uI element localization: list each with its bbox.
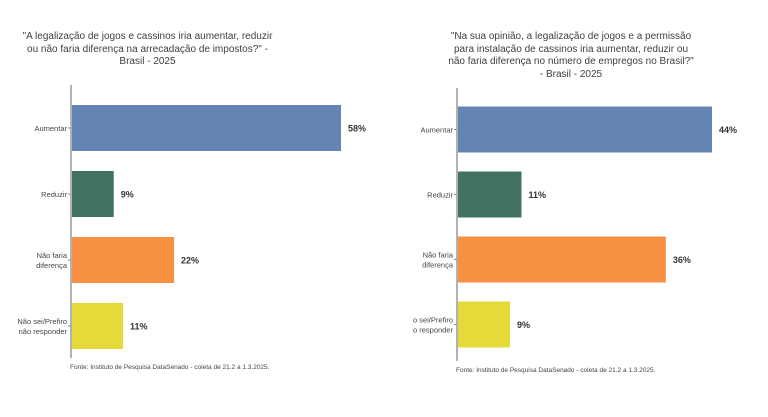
chart-title: "A legalização de jogos e cassinos iria … [22,31,273,67]
source-note: Fonte: Instituto de Pesquisa DataSenado … [456,367,656,374]
source-note: Fonte: Instituto de Pesquisa DataSenado … [70,364,270,371]
category-label: Não faria diferença [36,251,68,270]
chart-panel-employment: "Na sua opinião, a legalização de jogos … [384,0,768,417]
category-label-line: o responder [413,326,454,335]
data-label: 44% [719,125,737,135]
data-label: 9% [121,190,134,200]
bar [72,237,175,283]
chart-title: "Na sua opinião, a legalização de jogos … [448,31,694,80]
bar [458,106,712,153]
data-label: 9% [517,320,530,330]
category-label-line: diferença [36,261,68,270]
category-label-line: Não faria [423,251,454,260]
bar [458,236,666,283]
data-label: 36% [673,255,691,265]
bar [72,171,114,217]
category-label-line: não responder [19,327,68,336]
bar-chart-tax-revenue: 58% Aumentar 9% Reduzir 22% Não faria diferenç… [17,85,366,358]
category-label: Não sei/Prefiro não responder [17,317,67,336]
category-label-line: Não faria [37,251,68,260]
category-label: o sei/Prefiro o responder [413,316,454,335]
category-label: Aumentar [420,126,453,135]
data-label: 11% [529,190,547,200]
data-label: 58% [348,124,366,134]
category-label: Não faria diferença [422,251,454,270]
category-label: Reduzir [41,190,67,199]
category-label-line: Aumentar [420,126,453,135]
bar [72,303,124,349]
bar [72,105,341,151]
bar [458,171,522,218]
category-label-line: Reduzir [427,191,453,200]
data-label: 11% [130,322,148,332]
category-label-line: o sei/Prefiro [413,316,453,325]
category-label-line: Reduzir [41,190,67,199]
data-label: 22% [181,256,199,266]
category-label-line: Aumentar [34,124,67,133]
category-label-line: diferença [422,261,454,270]
bar-chart-employment: 44% Aumentar 11% Reduzir 36% Não faria diferen… [413,88,737,361]
bar [458,301,510,348]
category-label-line: Não sei/Prefiro [17,317,67,326]
chart-panel-tax-revenue: "A legalização de jogos e cassinos iria … [17,31,366,371]
category-label: Reduzir [427,191,453,200]
category-label: Aumentar [34,124,67,133]
